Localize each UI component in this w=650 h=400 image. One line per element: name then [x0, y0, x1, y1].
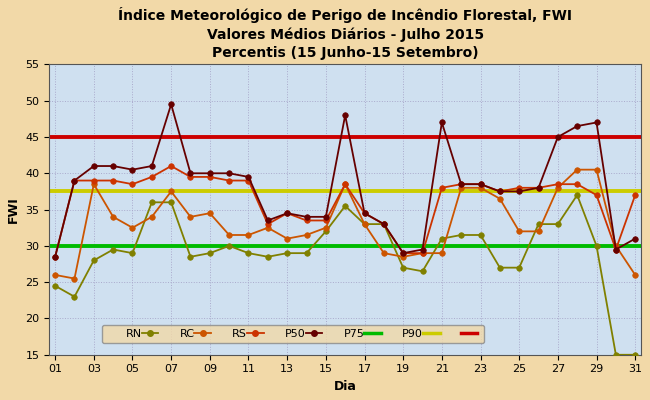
- Title: Índice Meteorológico de Perigo de Incêndio Florestal, FWI
Valores Médios Diários: Índice Meteorológico de Perigo de Incênd…: [118, 7, 572, 60]
- X-axis label: Dia: Dia: [333, 380, 357, 393]
- Legend: RN, , RC, , RS, , P50, , P75, , P90, , , : RN, , RC, , RS, , P50, , P75, , P90, , ,: [102, 324, 484, 344]
- Y-axis label: FWI: FWI: [7, 196, 20, 223]
